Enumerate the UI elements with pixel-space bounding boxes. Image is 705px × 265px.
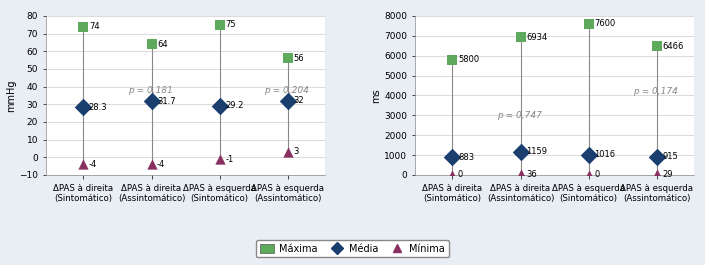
Text: -1: -1	[226, 154, 233, 164]
Point	[214, 104, 226, 108]
Text: 36: 36	[526, 170, 537, 179]
Text: p = 0,747: p = 0,747	[497, 111, 541, 120]
Point	[447, 173, 458, 177]
Text: 0: 0	[594, 170, 599, 179]
Text: 64: 64	[157, 40, 168, 49]
Text: 883: 883	[458, 153, 474, 162]
Point	[651, 154, 663, 159]
Text: 7600: 7600	[594, 19, 615, 28]
Point	[146, 162, 157, 166]
Point	[651, 44, 663, 48]
Point	[146, 99, 157, 103]
Text: -4: -4	[89, 160, 97, 169]
Text: 56: 56	[293, 54, 304, 63]
Text: 32: 32	[293, 96, 304, 105]
Legend: Máxima, Média, Mínima: Máxima, Média, Mínima	[256, 240, 449, 258]
Point	[214, 157, 226, 161]
Text: 915: 915	[663, 152, 678, 161]
Point	[447, 58, 458, 62]
Point	[214, 23, 226, 27]
Point	[515, 150, 526, 154]
Text: -4: -4	[157, 160, 165, 169]
Text: 1016: 1016	[594, 150, 615, 159]
Text: p = 0,181: p = 0,181	[128, 86, 173, 95]
Point	[515, 172, 526, 176]
Point	[146, 42, 157, 46]
Text: 3: 3	[293, 147, 299, 156]
Text: 1159: 1159	[526, 147, 547, 156]
Point	[78, 162, 89, 166]
Point	[515, 35, 526, 39]
Text: p = 0,174: p = 0,174	[633, 87, 678, 96]
Text: 6934: 6934	[526, 33, 547, 42]
Point	[282, 150, 293, 154]
Y-axis label: ms: ms	[372, 88, 381, 103]
Y-axis label: mmHg: mmHg	[6, 79, 16, 112]
Text: 74: 74	[89, 22, 99, 31]
Point	[447, 155, 458, 160]
Point	[78, 24, 89, 29]
Point	[282, 56, 293, 60]
Text: 31.7: 31.7	[157, 97, 176, 106]
Point	[78, 105, 89, 109]
Text: 0: 0	[458, 170, 463, 179]
Text: 75: 75	[226, 20, 236, 29]
Point	[583, 173, 594, 177]
Point	[651, 172, 663, 176]
Text: 6466: 6466	[663, 42, 684, 51]
Text: 5800: 5800	[458, 55, 479, 64]
Point	[583, 22, 594, 26]
Text: 29: 29	[663, 170, 673, 179]
Text: 28.3: 28.3	[89, 103, 107, 112]
Point	[583, 153, 594, 157]
Text: 29.2: 29.2	[226, 101, 244, 110]
Point	[282, 99, 293, 103]
Text: p = 0,204: p = 0,204	[264, 86, 309, 95]
